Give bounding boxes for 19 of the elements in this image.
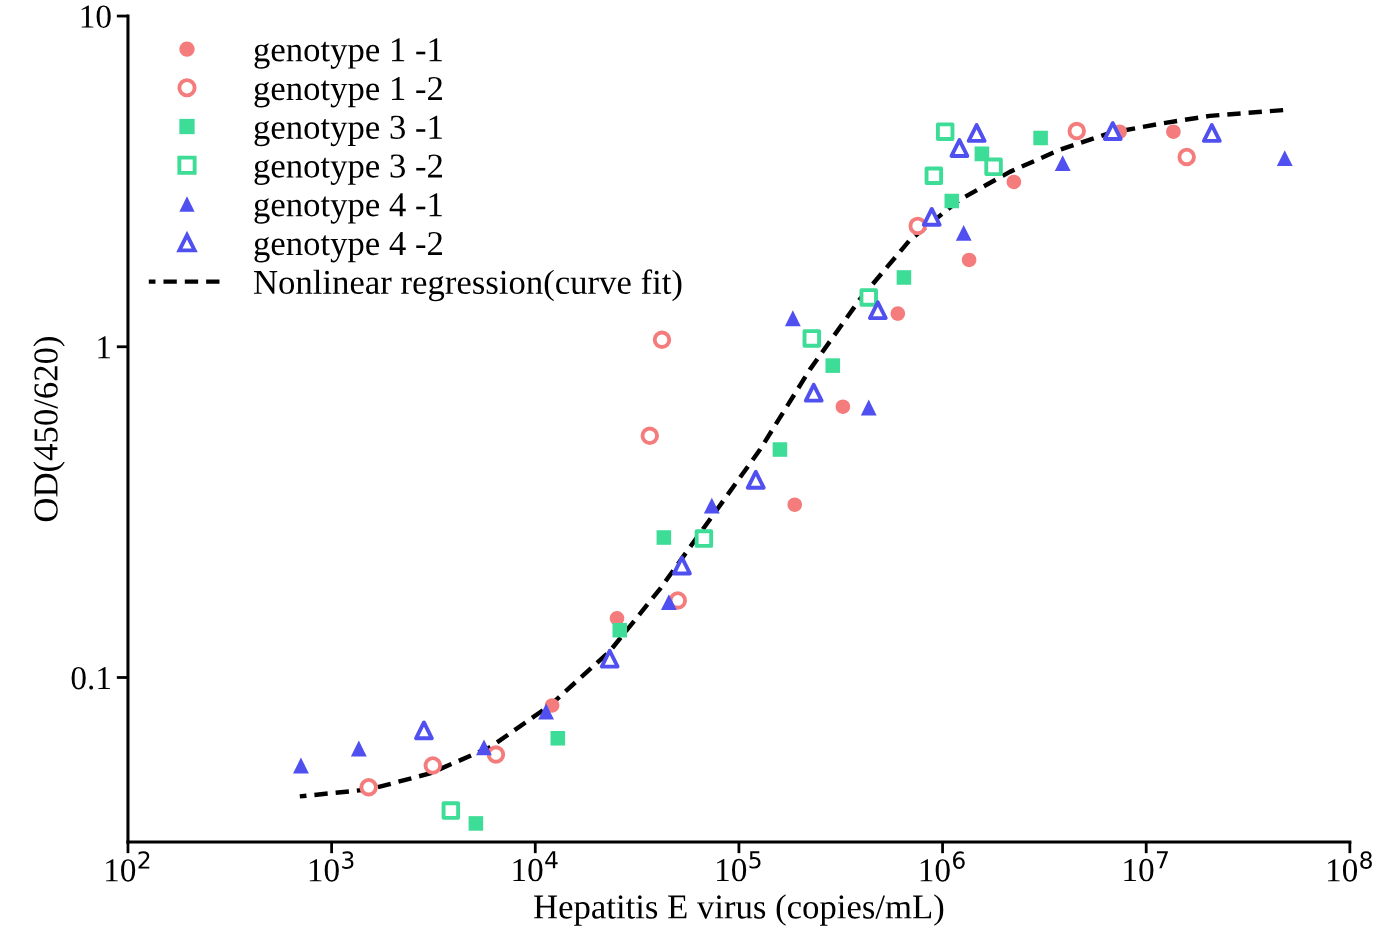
x-tick-label: 10$^{7}$ <box>1124 851 1168 882</box>
x-tick-label: 10$^{2}$ <box>106 851 150 882</box>
legend-label: genotype 1 -1 <box>254 38 442 69</box>
legend-label: genotype 3 -1 <box>254 115 442 147</box>
y-axis-title: OD(450/620) <box>33 337 65 522</box>
y-tick-label: 10 <box>81 5 111 28</box>
x-tick-label: 10$^{3}$ <box>309 851 354 882</box>
legend-label: genotype 1 -2 <box>254 76 442 108</box>
x-tick-label: 10$^{6}$ <box>920 851 965 882</box>
x-axis-title: Hepatitis E virus (copies/mL) <box>534 894 944 926</box>
legend-label: genotype 4 -1 <box>254 193 442 224</box>
legend-label: genotype 4 -2 <box>254 231 442 263</box>
x-tick-label: 10$^{8}$ <box>1327 851 1372 882</box>
x-tick-label: 10$^{4}$ <box>513 851 558 882</box>
x-tick-label: 10$^{5}$ <box>717 851 761 882</box>
legend-label: genotype 3 -2 <box>254 154 442 185</box>
y-tick-label: 0.1 <box>71 666 110 690</box>
y-tick-label: 1 <box>98 336 110 359</box>
legend-label: Nonlinear regression(curve fit) <box>253 269 682 302</box>
